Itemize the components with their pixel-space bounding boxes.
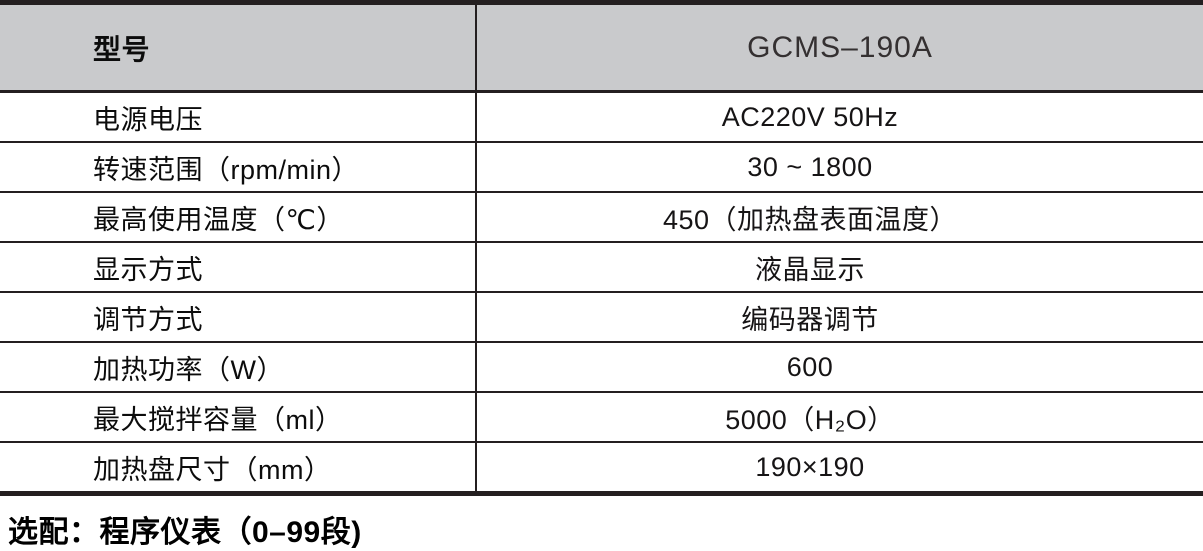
- spec-row: 显示方式 液晶显示: [0, 243, 1203, 293]
- spec-row: 电源电压 AC220V 50Hz: [0, 93, 1203, 143]
- spec-value: 编码器调节: [741, 304, 879, 335]
- header-value-model-number: GCMS–190A: [747, 30, 933, 64]
- spec-row: 最高使用温度（℃） 450（加热盘表面温度）: [0, 193, 1203, 243]
- option-note: 选配：程序仪表（0–99段): [8, 516, 362, 549]
- header-label-model: 型号: [0, 5, 477, 90]
- spec-table: 型号 GCMS–190A 电源电压 AC220V 50Hz 转速范围（rpm/m…: [0, 0, 1203, 496]
- spec-label: 最高使用温度（℃）: [0, 193, 477, 241]
- spec-row: 最大搅拌容量（ml） 5000（H₂O）: [0, 393, 1203, 443]
- spec-value: 600: [786, 351, 834, 382]
- spec-row: 转速范围（rpm/min） 30 ~ 1800: [0, 143, 1203, 193]
- spec-value: AC220V 50Hz: [721, 101, 899, 132]
- spec-label: 加热盘尺寸（mm）: [0, 443, 477, 491]
- table-header-row: 型号 GCMS–190A: [0, 5, 1203, 93]
- spec-value: 30 ~ 1800: [747, 151, 873, 182]
- spec-label: 转速范围（rpm/min）: [0, 143, 477, 191]
- spec-value: 液晶显示: [755, 254, 865, 285]
- spec-label: 显示方式: [0, 243, 477, 291]
- spec-row: 加热盘尺寸（mm） 190×190: [0, 443, 1203, 491]
- spec-row: 调节方式 编码器调节: [0, 293, 1203, 343]
- spec-label: 最大搅拌容量（ml）: [0, 393, 477, 441]
- spec-rows: 电源电压 AC220V 50Hz 转速范围（rpm/min） 30 ~ 1800…: [0, 93, 1203, 491]
- spec-row: 加热功率（W） 600: [0, 343, 1203, 393]
- spec-label: 调节方式: [0, 293, 477, 341]
- spec-value: 5000（H₂O）: [725, 404, 895, 435]
- spec-value: 190×190: [755, 451, 865, 482]
- spec-label: 加热功率（W）: [0, 343, 477, 391]
- spec-value: 450（加热盘表面温度）: [662, 204, 958, 235]
- spec-label: 电源电压: [0, 93, 477, 141]
